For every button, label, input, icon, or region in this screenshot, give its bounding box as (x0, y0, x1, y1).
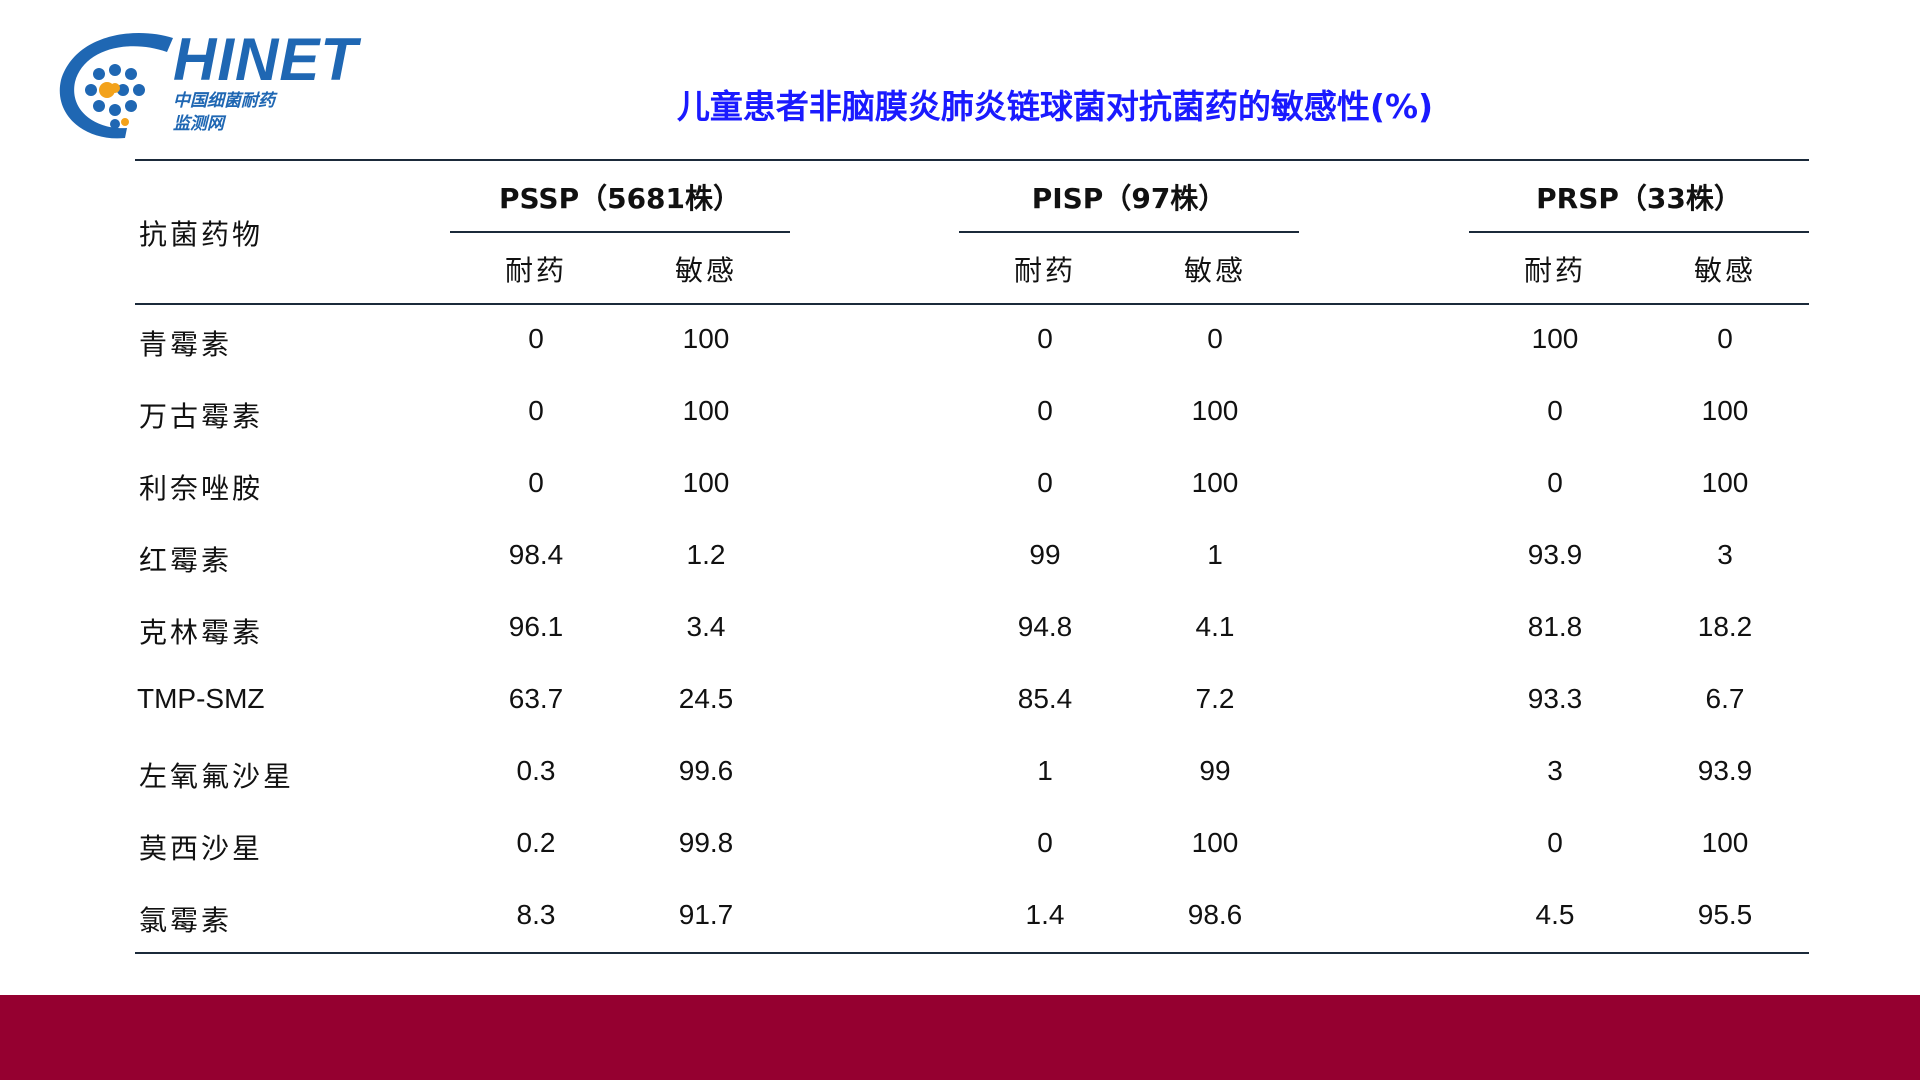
table-row: 左氧氟沙星 0.3 99.6 1 99 3 93.9 (135, 755, 1809, 805)
value-pssp-sensitive: 24.5 (678, 683, 734, 714)
value-pisp-resistant: 85.4 (1017, 683, 1073, 714)
value-pisp-sensitive: 100 (1191, 827, 1239, 858)
value-pisp-resistant: 0 (1037, 395, 1053, 426)
value-pisp-sensitive: 7.2 (1195, 683, 1235, 714)
value-pisp-sensitive: 0 (1207, 323, 1223, 354)
value-pisp-resistant: 0 (1037, 827, 1053, 858)
value-pisp-resistant: 94.8 (1017, 611, 1073, 642)
table-row: 克林霉素 96.1 3.4 94.8 4.1 81.8 18.2 (135, 611, 1809, 661)
value-pssp-sensitive: 100 (682, 395, 730, 426)
logo-subtitle-line2: 监测网 (173, 114, 224, 134)
value-pssp-resistant: 96.1 (508, 611, 564, 642)
value-pisp-sensitive: 4.1 (1195, 611, 1235, 642)
table-row: 氯霉素 8.3 91.7 1.4 98.6 4.5 95.5 (135, 899, 1809, 949)
drug-name: 万古霉素 (139, 400, 264, 433)
logo-subtitle-line1: 中国细菌耐药 (173, 91, 275, 111)
value-pssp-resistant: 0.3 (516, 755, 556, 786)
row-header-label: 抗菌药物 (139, 218, 264, 251)
drug-name: 利奈唑胺 (139, 472, 264, 505)
value-prsp-resistant: 81.8 (1527, 611, 1583, 642)
value-pisp-resistant: 0 (1037, 323, 1053, 354)
value-pssp-sensitive: 100 (682, 467, 730, 498)
drug-name: 左氧氟沙星 (139, 760, 295, 793)
header-bottom-rule (135, 303, 1809, 305)
value-pssp-sensitive: 3.4 (686, 611, 726, 642)
logo-globe-icon (59, 33, 173, 139)
value-pssp-resistant: 0.2 (516, 827, 556, 858)
value-prsp-sensitive: 100 (1701, 467, 1749, 498)
value-pssp-sensitive: 91.7 (678, 899, 734, 930)
value-prsp-resistant: 4.5 (1535, 899, 1575, 930)
value-prsp-sensitive: 6.7 (1705, 683, 1745, 714)
value-prsp-resistant: 0 (1547, 395, 1563, 426)
subheader-prsp-sensitive: 敏感 (1693, 254, 1756, 287)
value-pisp-sensitive: 100 (1191, 467, 1239, 498)
value-pisp-resistant: 99 (1029, 539, 1061, 570)
subheader-pisp-sensitive: 敏感 (1183, 254, 1246, 287)
subheader-pssp-resistant: 耐药 (504, 254, 567, 287)
value-pssp-resistant: 63.7 (508, 683, 564, 714)
chinet-logo: HINET 中国细菌耐药 监测网 (55, 30, 357, 145)
table-row: 莫西沙星 0.2 99.8 0 100 0 100 (135, 827, 1809, 877)
value-prsp-sensitive: 0 (1717, 323, 1733, 354)
value-prsp-resistant: 3 (1547, 755, 1563, 786)
table-row: TMP-SMZ 63.7 24.5 85.4 7.2 93.3 6.7 (135, 683, 1809, 733)
group-header-pisp: PISP（97株） (1031, 182, 1227, 215)
logo-wordmark: HINET (173, 26, 358, 93)
value-pisp-sensitive: 98.6 (1187, 899, 1243, 930)
value-prsp-resistant: 100 (1531, 323, 1579, 354)
susceptibility-table: 抗菌药物 PSSP（5681株） PISP（97株） PRSP（33株） 耐药 … (135, 159, 1809, 954)
value-pssp-sensitive: 99.8 (678, 827, 734, 858)
subheader-pisp-resistant: 耐药 (1013, 254, 1076, 287)
group-header-pssp: PSSP（5681株） (498, 182, 742, 215)
subheader-pssp-sensitive: 敏感 (674, 254, 737, 287)
group-rule-prsp (1469, 231, 1809, 233)
value-prsp-resistant: 0 (1547, 467, 1563, 498)
value-prsp-sensitive: 93.9 (1697, 755, 1753, 786)
footer-band (0, 995, 1920, 1080)
drug-name: 氯霉素 (139, 904, 233, 937)
drug-name: 莫西沙星 (139, 832, 264, 865)
value-pssp-sensitive: 1.2 (686, 539, 726, 570)
value-pisp-resistant: 0 (1037, 467, 1053, 498)
drug-name: TMP-SMZ (137, 683, 265, 714)
table-bottom-rule (135, 952, 1809, 954)
value-pssp-resistant: 8.3 (516, 899, 556, 930)
table-row: 万古霉素 0 100 0 100 0 100 (135, 395, 1809, 445)
value-prsp-resistant: 93.9 (1527, 539, 1583, 570)
value-prsp-sensitive: 100 (1701, 827, 1749, 858)
table-row: 青霉素 0 100 0 0 100 0 (135, 323, 1809, 373)
drug-name: 红霉素 (139, 544, 233, 577)
group-rule-pssp (450, 231, 790, 233)
value-prsp-sensitive: 100 (1701, 395, 1749, 426)
value-pssp-resistant: 0 (528, 467, 544, 498)
value-pssp-sensitive: 100 (682, 323, 730, 354)
value-prsp-sensitive: 3 (1717, 539, 1733, 570)
table-row: 红霉素 98.4 1.2 99 1 93.9 3 (135, 539, 1809, 589)
table-row: 利奈唑胺 0 100 0 100 0 100 (135, 467, 1809, 517)
value-prsp-resistant: 93.3 (1527, 683, 1583, 714)
subheader-prsp-resistant: 耐药 (1523, 254, 1586, 287)
value-pisp-resistant: 1.4 (1025, 899, 1065, 930)
slide-title: 儿童患者非脑膜炎肺炎链球菌对抗菌药的敏感性(%) (676, 87, 1434, 126)
value-pisp-sensitive: 100 (1191, 395, 1239, 426)
value-pssp-resistant: 98.4 (508, 539, 564, 570)
value-pisp-resistant: 1 (1037, 755, 1053, 786)
drug-name: 青霉素 (139, 328, 233, 361)
value-pssp-resistant: 0 (528, 323, 544, 354)
drug-name: 克林霉素 (139, 616, 264, 649)
table-top-rule (135, 159, 1809, 161)
value-pssp-sensitive: 99.6 (678, 755, 734, 786)
group-rule-pisp (959, 231, 1299, 233)
value-pisp-sensitive: 1 (1207, 539, 1223, 570)
value-pssp-resistant: 0 (528, 395, 544, 426)
value-prsp-sensitive: 18.2 (1697, 611, 1753, 642)
group-header-prsp: PRSP（33株） (1536, 182, 1742, 215)
value-pisp-sensitive: 99 (1199, 755, 1231, 786)
value-prsp-sensitive: 95.5 (1697, 899, 1753, 930)
value-prsp-resistant: 0 (1547, 827, 1563, 858)
